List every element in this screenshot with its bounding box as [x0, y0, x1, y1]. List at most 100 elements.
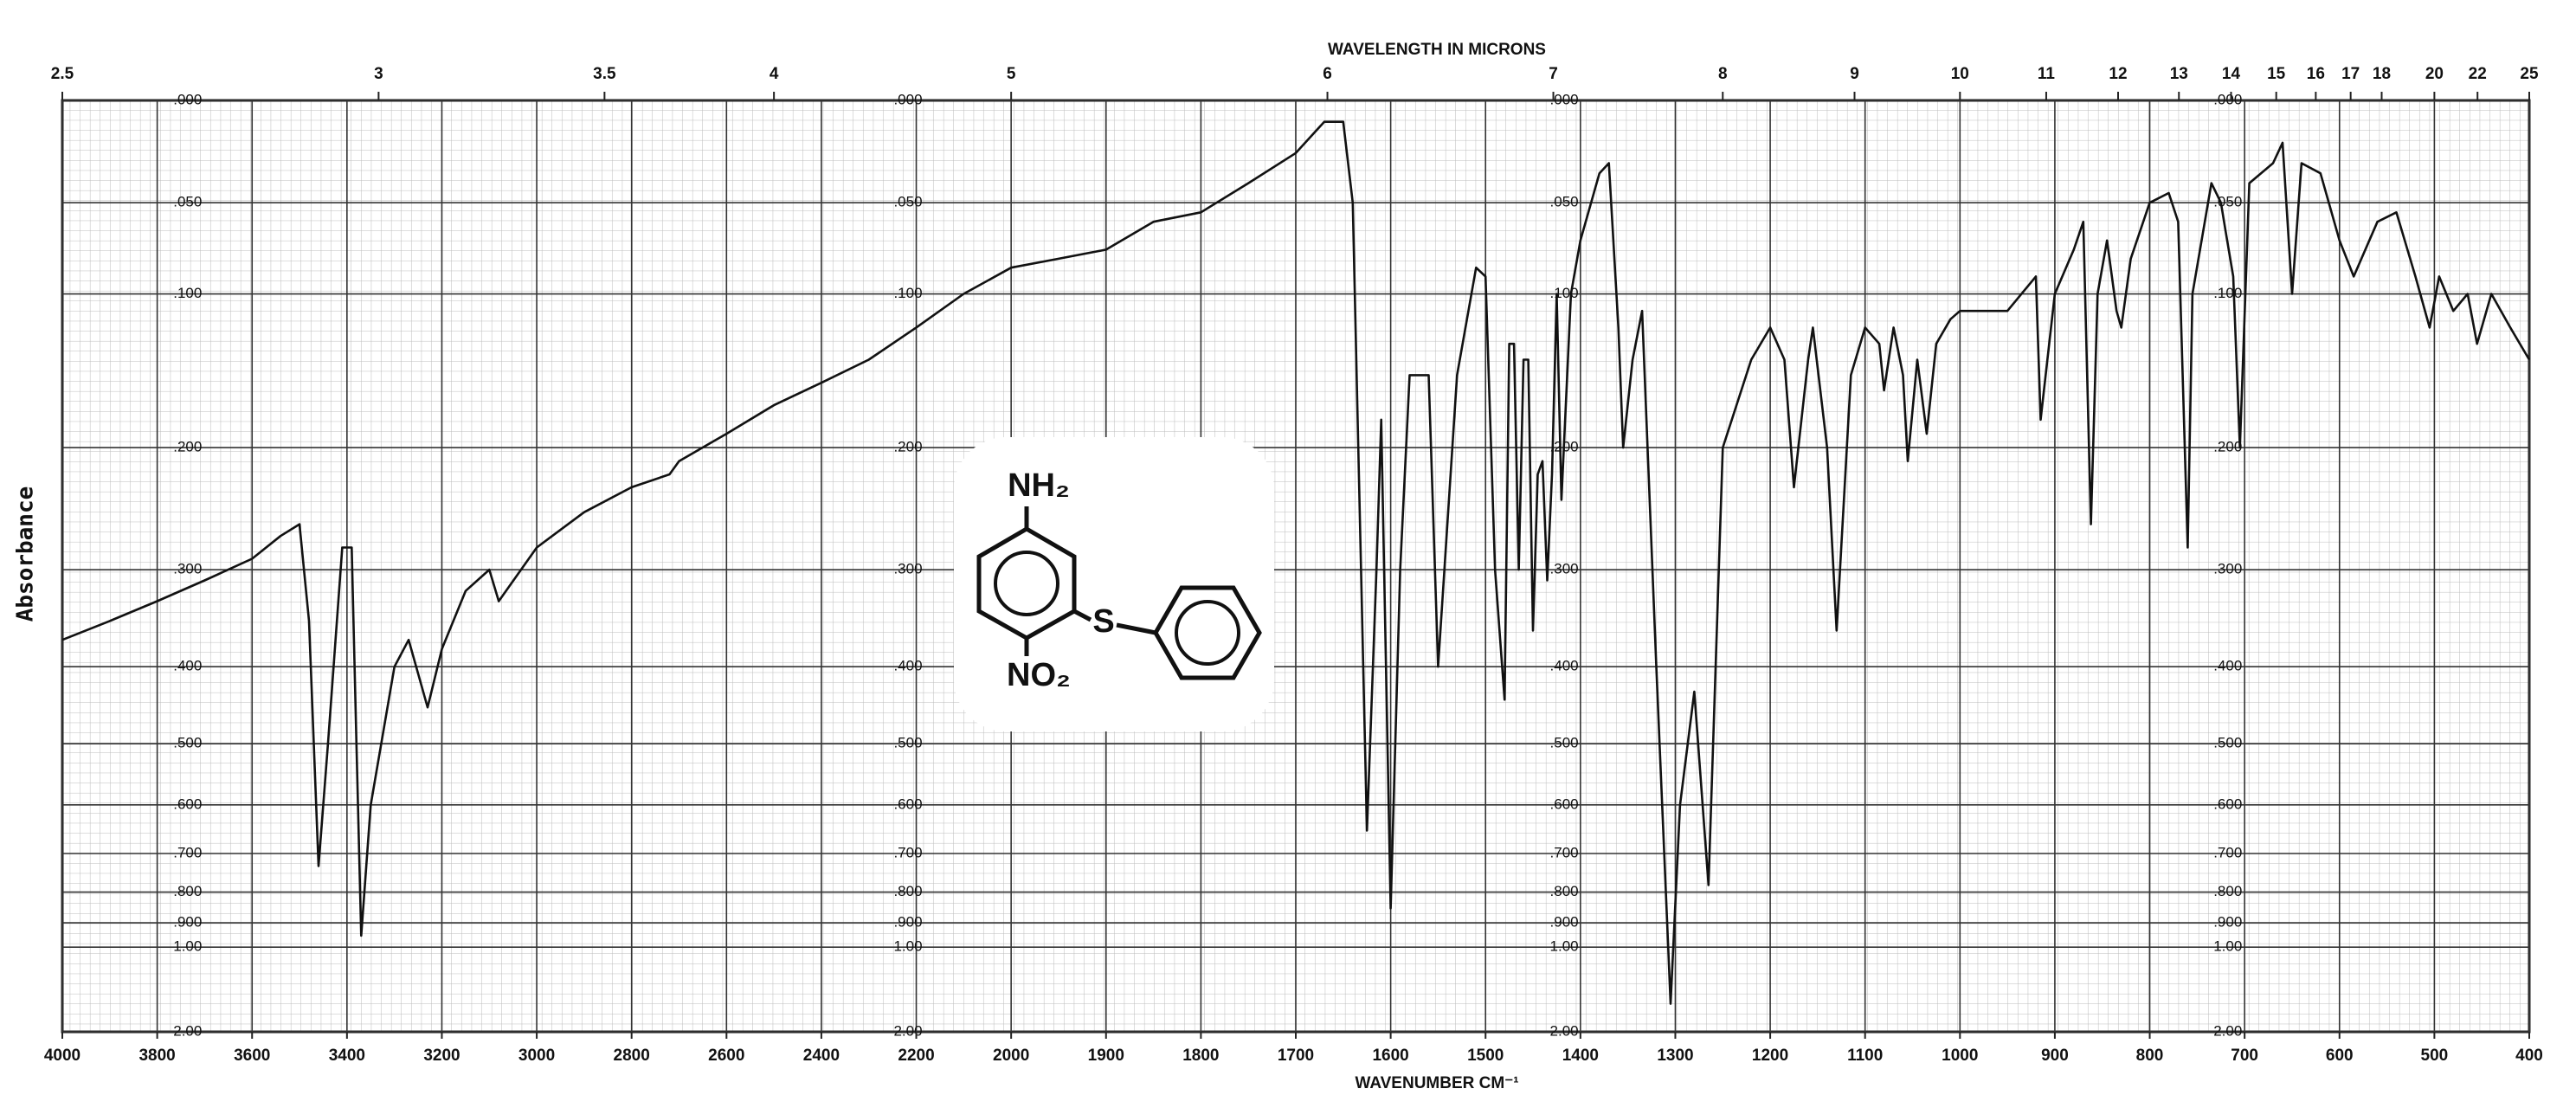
y-tick-label: .100 [893, 285, 922, 301]
y-tick-label: .100 [2213, 285, 2242, 301]
ring-circle [1175, 600, 1240, 666]
y-tick-label: .400 [1550, 658, 1579, 674]
y-tick-label: .000 [893, 91, 922, 107]
y-tick-label: .100 [173, 285, 202, 301]
bond [1072, 609, 1092, 622]
y-tick-label: .200 [2213, 439, 2242, 455]
y-tick-label: .800 [173, 883, 202, 899]
y-tick-label: .700 [173, 844, 202, 860]
x2-tick-label: 18 [2373, 65, 2391, 83]
x-tick-label: 3800 [138, 1047, 175, 1065]
y-tick-label: .300 [2213, 561, 2242, 577]
x2-tick-label: 22 [2469, 65, 2487, 83]
x2-tick-label: 13 [2170, 65, 2188, 83]
y-tick-label: .900 [173, 914, 202, 931]
x2-tick-label: 8 [1718, 65, 1728, 83]
y-tick-label: .000 [1550, 91, 1579, 107]
bond [1116, 622, 1156, 635]
y-tick-label: 1.00 [1550, 938, 1579, 955]
x-tick-label: 1400 [1562, 1047, 1599, 1065]
x-tick-label: 2000 [993, 1047, 1029, 1065]
label-no2: NO₂ [1007, 657, 1071, 693]
x-tick-label: 1300 [1657, 1047, 1693, 1065]
x-tick-label: 3000 [518, 1047, 555, 1065]
x2-tick-label: 10 [1951, 65, 1969, 83]
x-tick-label: 4000 [44, 1047, 80, 1065]
y-tick-label: .200 [893, 439, 922, 455]
structure: NH₂ NO₂ S [954, 437, 1274, 731]
y-tick-label: .400 [2213, 658, 2242, 674]
x2-tick-label: 12 [2109, 65, 2127, 83]
x2-tick-label: 5 [1007, 65, 1016, 83]
y-tick-label: .500 [173, 735, 202, 751]
x2-tick-label: 7 [1549, 65, 1558, 83]
y-tick-label: 2.00 [1550, 1022, 1579, 1039]
y-tick-label: .500 [1550, 735, 1579, 751]
y-tick-label: .050 [893, 194, 922, 210]
x-tick-label: 1500 [1467, 1047, 1504, 1065]
y-tick-label: 1.00 [173, 938, 202, 955]
y-axis-title: Absorbance [13, 486, 39, 622]
x-tick-label: 700 [2231, 1047, 2258, 1065]
y-tick-label: .800 [893, 883, 922, 899]
y-tick-label: .700 [2213, 844, 2242, 860]
x2-tick-label: 16 [2307, 65, 2325, 83]
spectrum-line [61, 120, 2531, 1005]
y-tick-label: .400 [893, 658, 922, 674]
y-tick-label: .200 [173, 439, 202, 455]
y-tick-label: .700 [893, 844, 922, 860]
y-tick-label: .500 [893, 735, 922, 751]
x-tick-label: 3400 [329, 1047, 365, 1065]
x2-tick-label: 20 [2425, 65, 2444, 83]
y-tick-label: 2.00 [893, 1022, 922, 1039]
x2-tick-label: 9 [1850, 65, 1859, 83]
x-tick-label: 2600 [708, 1047, 744, 1065]
x-tick-label: 1900 [1088, 1047, 1124, 1065]
label-nh2: NH₂ [1008, 467, 1070, 504]
x2-tick-label: 11 [2038, 65, 2056, 83]
x-tick-label: 1700 [1278, 1047, 1314, 1065]
label-s: S [1092, 603, 1114, 640]
x-axis-title: WAVENUMBER CM⁻¹ [1355, 1074, 1518, 1092]
x-tick-label: 2800 [614, 1047, 650, 1065]
x2-tick-label: 15 [2267, 65, 2286, 83]
x-tick-label: 400 [2515, 1047, 2543, 1065]
y-tick-label: .900 [1550, 914, 1579, 931]
y-tick-label: .600 [1550, 796, 1579, 812]
top-axis-title: WAVELENGTH IN MICRONS [1328, 41, 1546, 59]
x-tick-label: 900 [2041, 1047, 2069, 1065]
x-tick-label: 3600 [234, 1047, 270, 1065]
x2-tick-label: 17 [2341, 65, 2360, 83]
x2-tick-label: 14 [2222, 65, 2241, 83]
x-tick-label: 600 [2326, 1047, 2354, 1065]
x-tick-label: 2400 [803, 1047, 840, 1065]
x2-tick-label: 3 [374, 65, 383, 83]
y-tick-label: .000 [2213, 91, 2242, 107]
y-tick-label: .400 [173, 658, 202, 674]
x-tick-label: 500 [2421, 1047, 2449, 1065]
y-tick-label: .050 [173, 194, 202, 210]
x-tick-label: 1100 [1847, 1047, 1883, 1065]
y-tick-label: .300 [893, 561, 922, 577]
y-tick-label: .300 [1550, 561, 1579, 577]
x2-tick-label: 25 [2520, 65, 2539, 83]
y-tick-label: .000 [173, 91, 202, 107]
x2-tick-label: 4 [770, 65, 779, 83]
x2-tick-label: 2.5 [51, 65, 74, 83]
structure-box [954, 437, 1274, 731]
y-tick-label: .700 [1550, 844, 1579, 860]
y-tick-label: .800 [1550, 883, 1579, 899]
x-tick-label: 1600 [1372, 1047, 1408, 1065]
y-tick-label: .800 [2213, 883, 2242, 899]
y-tick-label: .600 [2213, 796, 2242, 812]
y-tick-label: .300 [173, 561, 202, 577]
x-tick-label: 1800 [1182, 1047, 1219, 1065]
y-tick-label: 2.00 [173, 1022, 202, 1039]
y-tick-label: 1.00 [2213, 938, 2242, 955]
x2-tick-label: 3.5 [593, 65, 616, 83]
y-tick-label: 2.00 [2213, 1022, 2242, 1039]
y-tick-label: .600 [893, 796, 922, 812]
y-tick-label: .050 [1550, 194, 1579, 210]
x-tick-label: 2200 [898, 1047, 934, 1065]
